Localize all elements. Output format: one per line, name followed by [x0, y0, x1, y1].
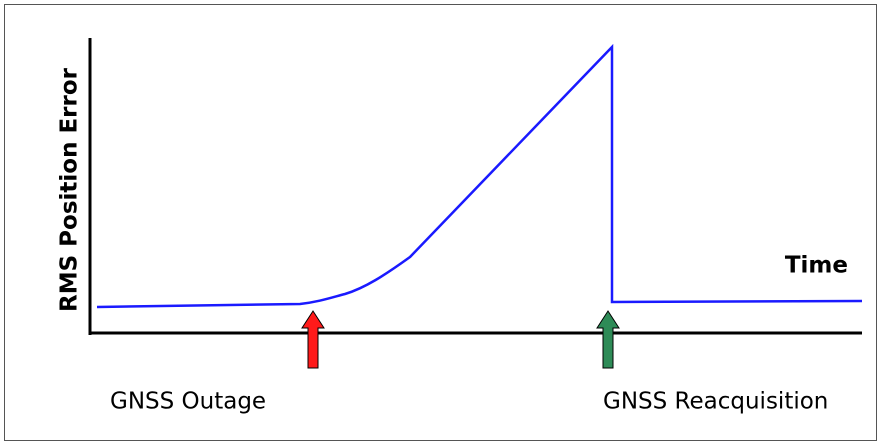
annotation: GNSS Outage — [110, 389, 266, 415]
outage-arrow — [301, 310, 325, 369]
annotation: GNSS Reacquisition — [603, 389, 828, 415]
y-axis-label: RMS Position Error — [57, 67, 83, 312]
x-axis-label: Time — [785, 253, 848, 279]
frame — [4, 4, 877, 441]
error-curve — [96, 43, 863, 309]
reacquisition-arrow — [596, 310, 620, 369]
